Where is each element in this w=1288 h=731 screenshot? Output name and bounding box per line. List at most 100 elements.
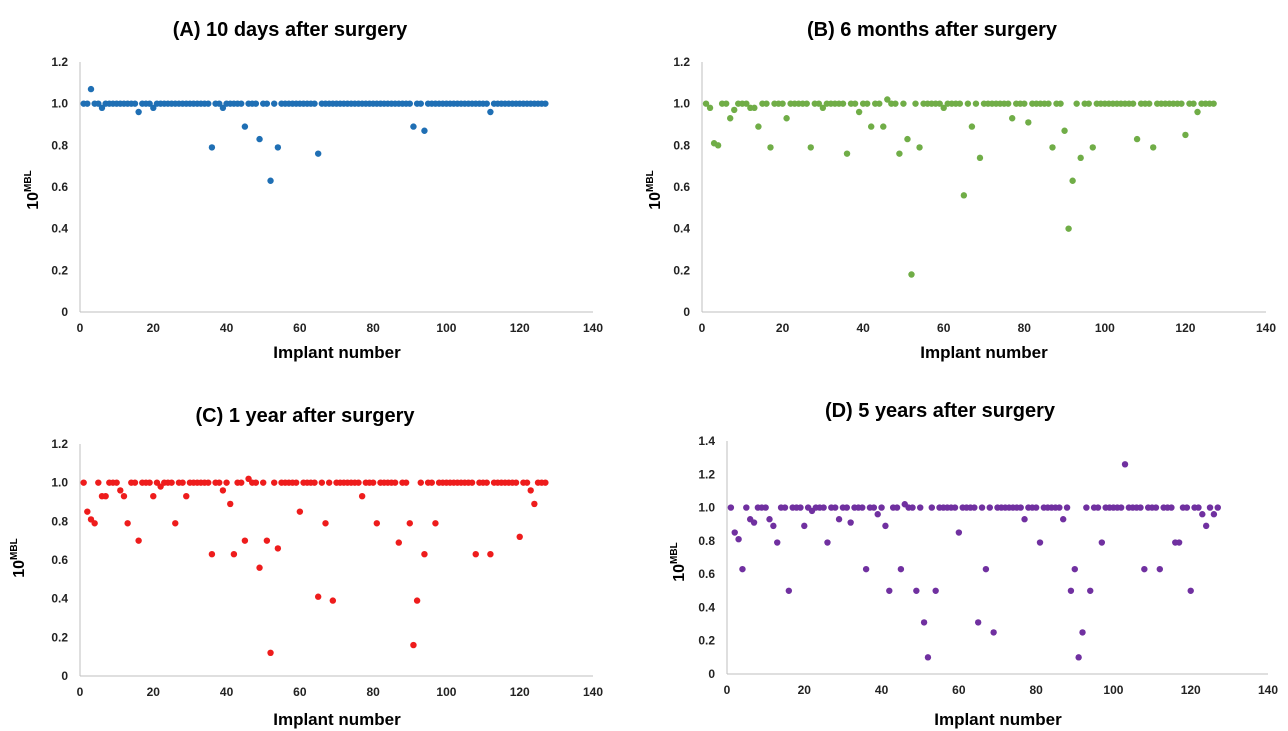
data-point [1194,108,1201,116]
data-point [1061,127,1068,134]
data-point [1098,539,1106,546]
data-point [542,479,549,486]
y-tick-label: 1.2 [698,467,715,481]
data-point [843,150,851,157]
data-point [1069,177,1076,184]
y-tick-label: 1.4 [698,434,715,448]
data-point [325,479,333,486]
data-point [727,115,734,122]
data-point [917,504,924,511]
data-point [908,271,915,278]
data-point [208,551,216,558]
y-tick-label: 0.4 [51,222,68,236]
data-point [391,479,399,486]
data-point [472,551,479,558]
data-point [1152,504,1160,511]
data-point [1085,100,1092,107]
data-point [1129,100,1137,107]
data-point [208,144,216,151]
x-tick-label: 60 [293,685,307,699]
data-point [512,479,520,486]
x-tick-label: 0 [77,321,84,335]
y-tick-label: 0.8 [51,138,68,152]
data-point [318,479,326,486]
x-axis-label: Implant number [273,343,401,362]
data-point [274,144,282,151]
data-point [743,504,750,511]
data-point [815,100,823,107]
data-point [1133,135,1141,143]
x-axis-label: Implant number [273,710,401,729]
data-point [146,100,153,107]
data-point [859,504,866,511]
y-tick-label: 0.6 [51,553,68,567]
data-point [406,520,413,527]
data-point [835,516,843,523]
y-tick-label: 1.0 [698,501,715,515]
data-point [402,479,410,486]
chart-svg-b: (B) 6 months after surgery 0 0.2 0.4 0.6 0.8… [645,19,1276,362]
data-point [739,565,746,573]
data-point [862,565,870,573]
data-point [468,479,476,486]
data-point [256,564,263,571]
data-point [731,106,738,114]
data-point [971,504,978,511]
data-point [120,493,128,500]
x-tick-label: 40 [220,321,234,335]
data-point [913,587,920,594]
data-point [863,100,871,107]
data-point [964,100,972,107]
data-point [920,619,928,626]
data-point [940,104,947,112]
data-point [832,504,839,511]
data-point [1183,504,1191,511]
data-point [124,520,131,527]
x-tick-label: 20 [147,321,161,335]
data-point [797,504,804,511]
data-point [487,108,494,116]
data-point [874,511,881,518]
data-point [263,100,271,107]
y-tick-label: 0.2 [673,263,690,277]
data-point [904,135,911,143]
data-point [968,123,976,130]
data-point [767,144,774,151]
data-point [702,100,710,107]
data-point [1009,115,1016,122]
data-point [219,104,227,112]
data-point [1057,100,1064,107]
data-point [252,100,260,107]
data-point [241,537,249,544]
data-point [1094,504,1102,511]
data-point [241,123,249,130]
data-point [102,493,109,500]
data-point [1214,504,1221,511]
data-point [1056,504,1063,511]
data-point [1025,119,1032,126]
data-point [763,100,770,107]
x-ticks: 0 20 40 60 80 100 120 140 [77,685,604,699]
data-point [98,104,106,112]
data-point [974,619,982,626]
data-point [982,565,990,573]
x-tick-label: 0 [724,683,731,697]
data-point [1150,144,1157,151]
y-tick-label: 1.2 [673,55,690,69]
data-point [238,100,245,107]
data-point [1077,154,1084,162]
data-point [531,500,538,508]
x-tick-label: 40 [875,683,889,697]
data-point [743,100,750,107]
data-point [1210,100,1217,107]
data-point [766,516,773,523]
x-tick-label: 140 [583,321,603,335]
data-point [892,100,899,107]
x-axis-label: Implant number [920,343,1048,362]
data-point [1049,144,1056,151]
data-point [80,479,87,486]
data-point [172,520,179,527]
data-point [1141,565,1148,573]
data-point [868,123,875,130]
data-point [1063,504,1071,511]
